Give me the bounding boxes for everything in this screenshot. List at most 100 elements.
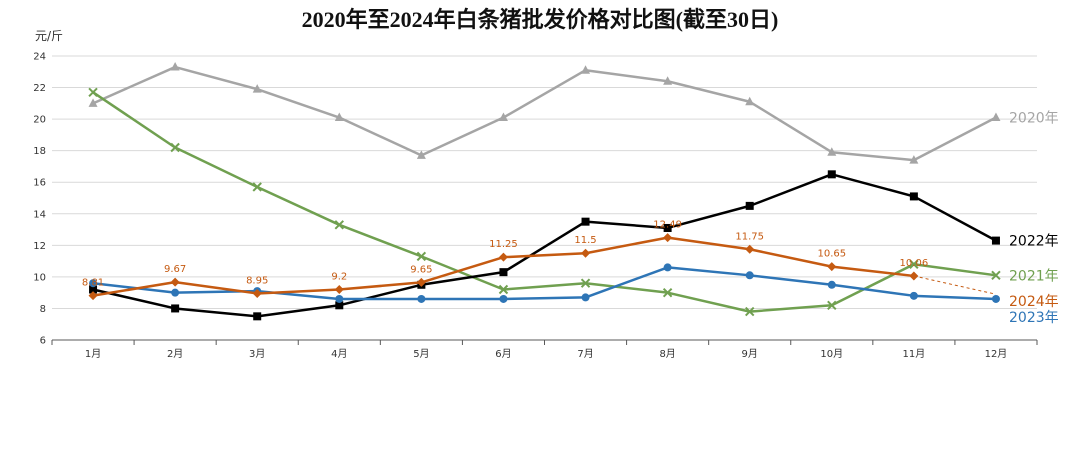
data-point <box>745 96 755 106</box>
y-tick-label: 22 <box>33 83 46 94</box>
data-point <box>170 62 180 71</box>
data-point <box>416 150 426 159</box>
x-tick-label: 8月 <box>659 348 675 360</box>
data-point <box>334 220 344 230</box>
data-point <box>334 112 344 122</box>
data-point-stroke <box>416 251 427 262</box>
data-point-stroke <box>498 284 509 295</box>
data-point <box>991 236 1000 245</box>
grid-lines <box>52 55 1037 309</box>
data-point <box>88 291 98 301</box>
data-label: 8.95 <box>246 275 268 286</box>
data-point <box>909 259 919 269</box>
x-tick-label: 1月 <box>85 348 101 360</box>
data-label: 9.2 <box>331 272 347 283</box>
data-point <box>991 294 1000 303</box>
data-point <box>416 251 427 262</box>
x-tick-label: 3月 <box>249 348 265 360</box>
x-tick-label: 12月 <box>985 348 1008 360</box>
data-point <box>909 271 919 281</box>
data-point-stroke <box>88 87 98 97</box>
y-tick-label: 14 <box>33 209 46 220</box>
data-point <box>252 288 262 298</box>
data-point <box>170 142 180 153</box>
data-label: 9.67 <box>164 264 186 275</box>
data-point <box>416 277 426 287</box>
data-point <box>581 248 591 258</box>
data-point <box>170 277 180 287</box>
data-point-stroke <box>334 220 344 230</box>
data-point <box>498 252 508 262</box>
data-point <box>827 300 837 310</box>
series-label: 2020年 <box>1009 111 1059 127</box>
data-point <box>498 112 508 122</box>
data-point-stroke <box>909 259 919 269</box>
data-point <box>663 223 672 232</box>
y-tick-label: 10 <box>33 272 46 283</box>
y-tick-label: 18 <box>33 146 46 157</box>
data-label: 9.65 <box>410 264 432 275</box>
data-point <box>581 65 591 74</box>
data-point <box>88 87 98 97</box>
data-point <box>252 182 262 192</box>
data-point <box>335 294 344 303</box>
data-point-stroke <box>252 182 262 192</box>
data-point <box>498 284 509 295</box>
data-point <box>745 306 755 317</box>
series-label: 2023年 <box>1009 310 1059 326</box>
data-point <box>827 262 837 272</box>
data-point <box>663 263 672 272</box>
data-point <box>89 285 98 294</box>
x-tick-label: 11月 <box>903 348 926 360</box>
y-tick-label: 6 <box>40 336 46 347</box>
data-point <box>662 287 673 298</box>
data-point <box>909 291 918 300</box>
data-point <box>499 294 508 303</box>
data-point <box>745 244 755 254</box>
data-point <box>991 270 1001 281</box>
series-line <box>92 173 997 318</box>
x-tick-label: 5月 <box>413 348 429 360</box>
data-label: 12.49 <box>653 220 682 231</box>
x-tick-label: 7月 <box>577 348 593 360</box>
data-point <box>827 280 836 289</box>
y-tick-label: 16 <box>33 178 46 189</box>
data-point <box>581 293 590 302</box>
data-point-stroke <box>580 278 591 288</box>
data-point <box>88 98 98 107</box>
y-tick-label: 24 <box>33 52 46 63</box>
data-point <box>991 112 1001 122</box>
data-point <box>252 84 262 93</box>
chart-title: 2020年至2024年白条猪批发价格对比图(截至30日) <box>301 7 779 32</box>
data-point <box>417 294 426 303</box>
y-tick-label: 8 <box>40 304 46 315</box>
axes: 元/斤 6 8 10 12 14 16 18 20 22 24 1月 2月 3月 4月 5月 6月 7月 8月 9月 1… <box>33 29 1038 360</box>
data-point <box>827 147 837 156</box>
series-line <box>92 91 997 313</box>
y-axis-unit: 元/斤 <box>35 29 63 43</box>
data-point <box>334 285 344 295</box>
y-tick-label: 20 <box>33 115 46 126</box>
data-point <box>663 76 673 85</box>
data-point <box>581 217 590 226</box>
data-point <box>580 278 591 288</box>
x-tick-label: 6月 <box>495 348 511 360</box>
data-label: 11.25 <box>489 239 518 250</box>
x-tick-label: 10月 <box>820 348 843 360</box>
data-point-stroke <box>170 142 180 153</box>
series-line <box>92 266 997 301</box>
data-label: 11.5 <box>574 235 596 246</box>
x-tick-label: 9月 <box>742 348 758 360</box>
data-point <box>909 155 919 164</box>
series-label: 2022年 <box>1009 234 1059 250</box>
y-tick-label: 12 <box>33 241 46 252</box>
x-tick-label: 2月 <box>167 348 183 360</box>
data-label: 10.06 <box>900 258 929 269</box>
data-label: 10.65 <box>817 249 846 260</box>
projection-line <box>913 275 997 295</box>
data-point-stroke <box>662 287 673 298</box>
data-point <box>745 271 754 280</box>
series-line <box>92 65 997 162</box>
